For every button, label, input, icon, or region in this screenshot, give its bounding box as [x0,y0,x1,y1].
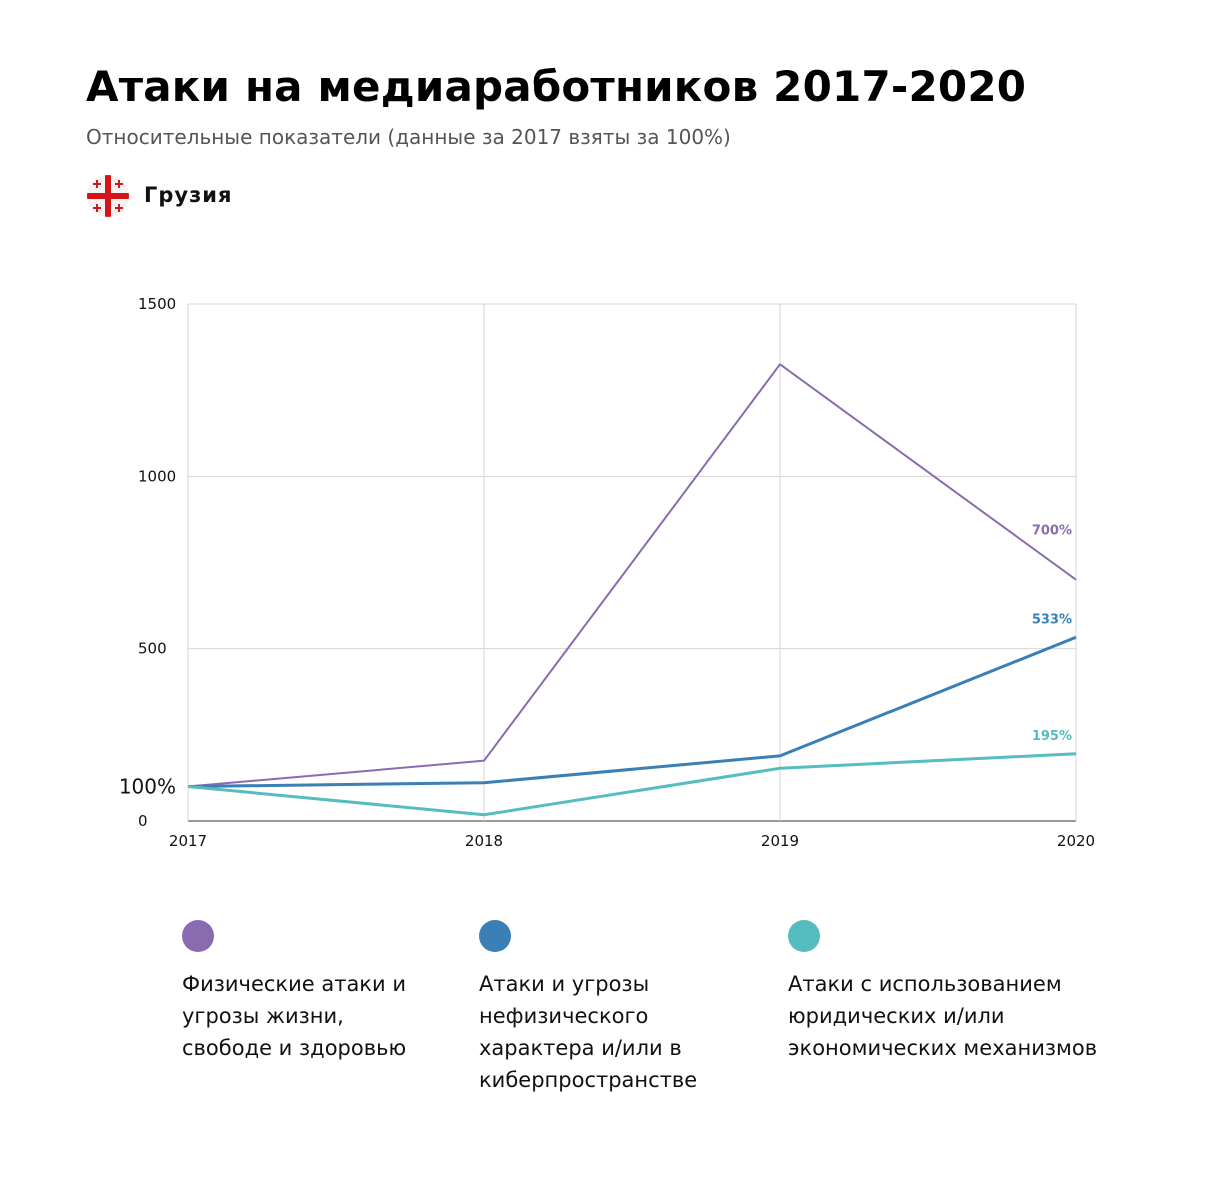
legend-dot [479,920,511,952]
legend-label: Физические атаки и угрозы жизни, свободе… [182,972,407,1060]
data-label: 195% [1032,729,1072,744]
legend-label: Атаки и угрозы нефизического характера и… [479,972,698,1092]
series-line-3 [187,752,1077,817]
georgia-flag-icon [87,175,129,217]
page-subtitle: Относительные показатели (данные за 2017… [86,125,731,149]
y-tick-label: 500 [138,640,167,658]
legend-dot [182,920,214,952]
series-line-1 [187,363,1077,788]
baseline-label: 100% [119,775,176,799]
data-label: 533% [1032,612,1072,627]
x-tick-label: 2017 [169,832,207,850]
series-line-2 [187,635,1077,789]
page-title: Атаки на медиаработников 2017-2020 [86,62,1027,111]
y-tick-label: 1000 [138,467,176,485]
x-tick-label: 2018 [465,832,503,850]
data-label: 700% [1032,524,1072,539]
x-tick-label: 2020 [1057,832,1095,850]
y-tick-label: 0 [138,812,148,830]
legend-dot [788,920,820,952]
country-name: Грузия [144,183,233,207]
line-chart: 0 500 1000 1500 2017 2018 2019 2020 100% 700% 533%… [119,295,1095,850]
legend-label: Атаки с использованием юридических и/или… [788,972,1098,1060]
x-tick-label: 2019 [761,832,799,850]
y-tick-label: 1500 [138,295,176,313]
